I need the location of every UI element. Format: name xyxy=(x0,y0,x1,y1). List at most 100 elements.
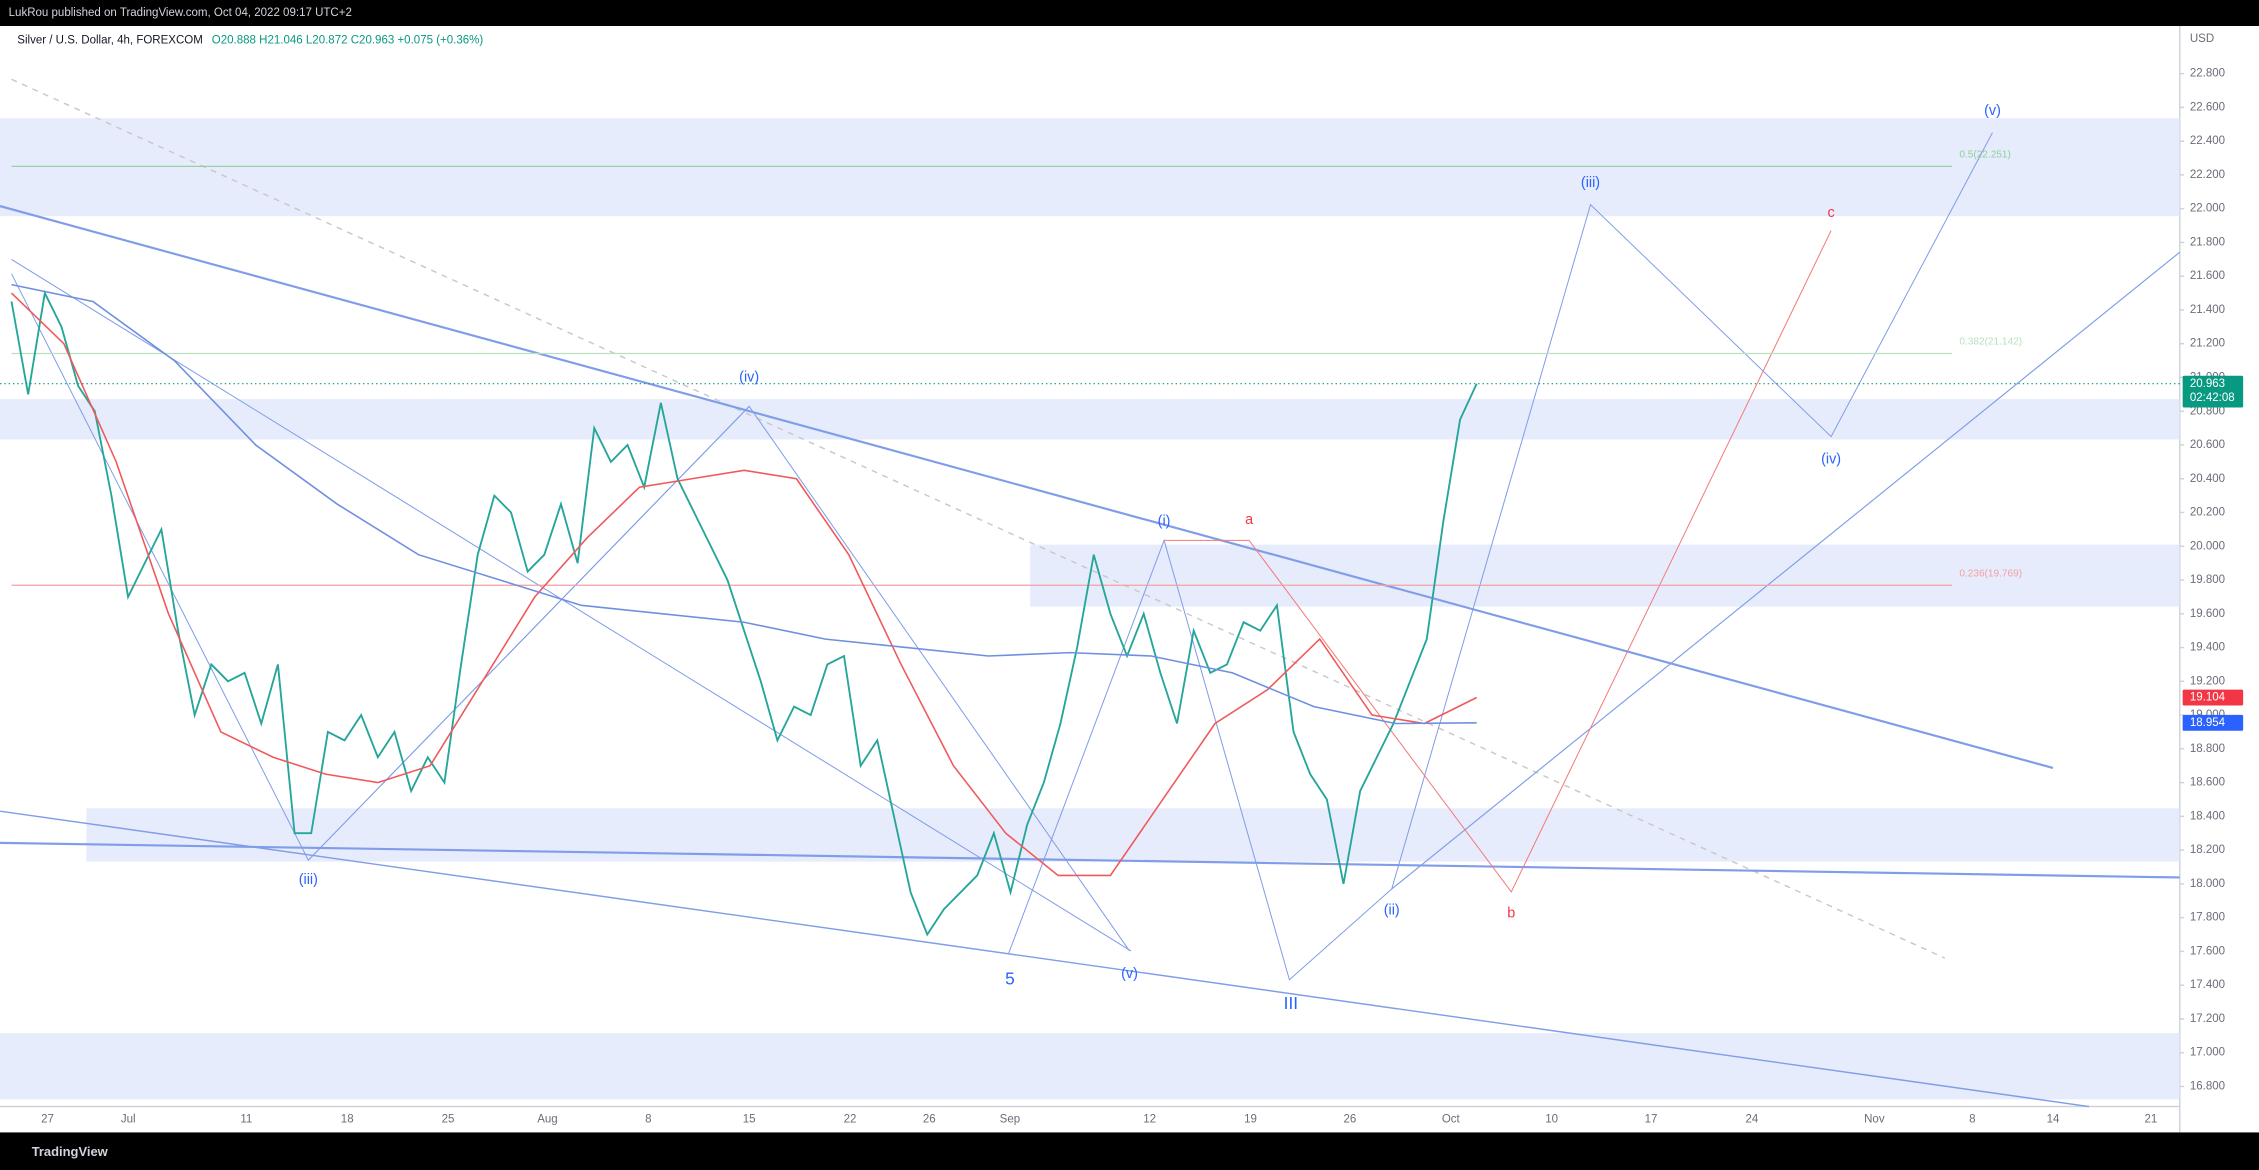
y-tick-label: 20.600 xyxy=(2190,439,2225,451)
dashed-trendline xyxy=(11,78,1946,959)
moving-average xyxy=(11,283,1477,725)
y-tick-label: 17.000 xyxy=(2190,1047,2225,1059)
x-tick-label: 11 xyxy=(240,1114,252,1126)
y-tick-label: 18.600 xyxy=(2190,777,2225,789)
labels: 0.5(22.251) 0.382(21.142) 0.236(19.769) (ii… xyxy=(299,103,2022,1013)
x-tick-label: 17 xyxy=(1645,1114,1658,1126)
moving-average xyxy=(10,292,1478,877)
y-tick-label: 21.600 xyxy=(2190,270,2225,282)
y-tick-label: 22.000 xyxy=(2190,203,2225,215)
x-tick-label: 19 xyxy=(1244,1114,1257,1126)
zones xyxy=(0,118,2180,1100)
y-tick-label: 18.800 xyxy=(2190,743,2225,755)
y-tick-label: 18.200 xyxy=(2190,844,2225,856)
wave-label: b xyxy=(1507,905,1515,921)
bottom-bar xyxy=(0,1132,2259,1170)
wave-label: (iii) xyxy=(299,872,318,888)
wave-label: 5 xyxy=(1005,968,1015,988)
y-tick-label: 19.600 xyxy=(2190,608,2225,620)
brand: TradingView xyxy=(32,1144,109,1159)
price-line xyxy=(10,290,1478,937)
wave-label: (v) xyxy=(1984,103,2001,119)
trendline xyxy=(0,810,2090,1108)
price-tag xyxy=(2182,375,2244,408)
x-tick-label: 15 xyxy=(743,1114,756,1126)
x-tick-label: 18 xyxy=(341,1114,354,1126)
zone xyxy=(0,1033,2180,1100)
y-tick-label: 18.000 xyxy=(2190,878,2225,890)
wave-label: (iv) xyxy=(739,369,759,385)
y-tick-label: 21.400 xyxy=(2190,304,2225,316)
x-tick-label: 21 xyxy=(2145,1114,2158,1126)
price-tag xyxy=(2182,714,2244,731)
x-tick-label: 22 xyxy=(844,1114,857,1126)
wave-label: (i) xyxy=(1158,513,1171,529)
y-tick-label: 17.200 xyxy=(2190,1013,2225,1025)
price-tag-label: 19.104 xyxy=(2190,692,2226,704)
price-tag-label: 20.963 xyxy=(2190,378,2225,390)
wave-label: (v) xyxy=(1121,966,1138,982)
x-tick-label: Sep xyxy=(1000,1114,1021,1126)
y-tick-label: 19.400 xyxy=(2190,642,2225,654)
trendline xyxy=(11,258,1132,952)
fib-label: 0.5(22.251) xyxy=(1959,149,2011,160)
y-tick-label: 22.600 xyxy=(2190,101,2225,113)
price-tag-label: 18.954 xyxy=(2190,717,2226,729)
fib-label: 0.236(19.769) xyxy=(1959,568,2022,579)
wave-label: a xyxy=(1245,512,1253,528)
price-axis-unit: USD xyxy=(2190,33,2214,45)
y-tick-label: 22.200 xyxy=(2190,169,2225,181)
symbol-title: Silver / U.S. Dollar, 4h, FOREXCOM xyxy=(17,34,203,46)
x-tick-label: 26 xyxy=(923,1114,936,1126)
y-tick-label: 17.800 xyxy=(2190,912,2225,924)
wave-label: (ii) xyxy=(1384,902,1400,918)
x-tick-label: Nov xyxy=(1864,1114,1885,1126)
ohlc: O20.888 H21.046 L20.872 C20.963 +0.075 (… xyxy=(212,34,484,46)
y-tick-label: 19.800 xyxy=(2190,574,2225,586)
wave-label: (iv) xyxy=(1821,451,1841,467)
y-tick-label: 17.600 xyxy=(2190,945,2225,957)
top-bar xyxy=(0,0,2259,27)
y-tick-label: 18.400 xyxy=(2190,810,2225,822)
wave-label: (iii) xyxy=(1581,175,1600,191)
y-tick-label: 21.800 xyxy=(2190,236,2225,248)
y-tick-label: 19.200 xyxy=(2190,675,2225,687)
trendline xyxy=(0,841,2180,879)
y-tick-label: 16.800 xyxy=(2190,1080,2225,1092)
x-tick-label: 27 xyxy=(41,1114,54,1126)
wave-label: III xyxy=(1284,993,1298,1013)
fib-label: 0.382(21.142) xyxy=(1959,337,2022,348)
x-tick-label: 14 xyxy=(2047,1114,2060,1126)
y-tick-label: 22.800 xyxy=(2190,68,2225,80)
y-tick-label: 20.800 xyxy=(2190,405,2225,417)
x-tick-label: 8 xyxy=(1969,1114,1975,1126)
x-tick-label: Aug xyxy=(537,1114,558,1126)
x-tick-label: 8 xyxy=(645,1114,651,1126)
zone xyxy=(86,808,2180,862)
x-tick-label: Oct xyxy=(1442,1114,1461,1126)
zone xyxy=(1030,544,2180,607)
x-tick-label: 25 xyxy=(442,1114,455,1126)
y-tick-label: 17.400 xyxy=(2190,979,2225,991)
price-data xyxy=(0,165,2180,937)
y-tick-label: 20.000 xyxy=(2190,540,2225,552)
publisher: LukRou published on TradingView.com, Oct… xyxy=(9,7,352,19)
x-tick-label: 26 xyxy=(1344,1114,1357,1126)
y-tick-label: 22.400 xyxy=(2190,135,2225,147)
y-tick-label: 20.200 xyxy=(2190,507,2225,519)
zone xyxy=(0,118,2180,217)
countdown: 02:42:08 xyxy=(2190,392,2235,404)
x-tick-label: 24 xyxy=(1745,1114,1758,1126)
trendline xyxy=(0,205,2054,770)
price-tag xyxy=(2182,689,2244,706)
y-tick-label: 21.200 xyxy=(2190,338,2225,350)
trendline xyxy=(1391,251,2181,890)
x-tick-label: Jul xyxy=(121,1114,136,1126)
zone xyxy=(0,399,2180,440)
y-tick-label: 20.400 xyxy=(2190,473,2225,485)
x-tick-label: 12 xyxy=(1143,1114,1156,1126)
x-tick-label: 10 xyxy=(1545,1114,1558,1126)
wave-label: c xyxy=(1828,205,1835,221)
